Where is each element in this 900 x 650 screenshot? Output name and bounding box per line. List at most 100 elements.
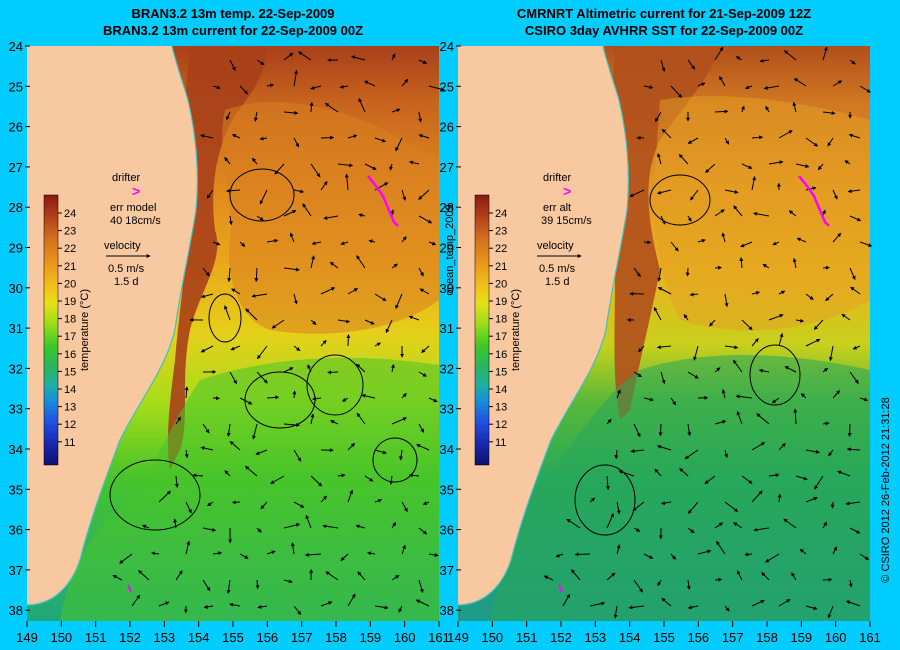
right-lon-tick-label: 157 (722, 630, 744, 645)
right-lat-tick-label: 35 (440, 482, 454, 497)
left-lat-tick-label: 36 (9, 523, 23, 538)
right-velocity-arrow-mark (784, 366, 797, 373)
right-lat-tick-label: 36 (440, 523, 454, 538)
left-velocity-arrow-mark (239, 397, 253, 405)
left-velocity-arrow-mark (347, 593, 356, 607)
right-velocity-arrow-mark (670, 241, 679, 252)
right-velocity-arrow-mark (822, 577, 833, 582)
left-velocity-arrow-mark (418, 133, 430, 139)
left-velocity-arrow-mark (389, 163, 394, 171)
right-velocity-arrow-mark (768, 314, 784, 321)
left-velocity-arrow-mark (200, 293, 214, 299)
left-velocity-arrow-mark (239, 241, 246, 247)
right-velocity-arrow-mark (589, 601, 606, 607)
right-velocity-arrow-mark (832, 232, 842, 243)
right-land (458, 46, 629, 605)
left-velocity-arrow-mark (256, 527, 262, 533)
left-drifter-label: drifter (112, 172, 140, 184)
left-velocity-arrow-mark (260, 501, 268, 510)
left-velocity-arrow-mark (428, 397, 438, 403)
right-velocity-arrow-mark (633, 371, 642, 378)
left-velocity-arrow-mark (175, 570, 183, 581)
left-velocity-arrow-mark (283, 367, 294, 373)
left-velocity-arrow-mark (347, 489, 354, 503)
right-colorbar-tick-label: 13 (495, 402, 507, 414)
left-lon-tick-label: 149 (16, 630, 38, 645)
right-lon-tick-label: 150 (481, 630, 503, 645)
right-velocity-arrow-mark (763, 85, 780, 90)
right-velocity-arrow-mark (566, 518, 581, 529)
right-velocity-arrow-mark (832, 546, 838, 555)
right-velocity-arrow-mark (805, 293, 814, 300)
right-velocity-arrow-mark (724, 605, 730, 612)
left-lon-tick-label: 158 (325, 630, 347, 645)
left-velocity-arrow-mark (320, 180, 328, 191)
left-velocity-arrow-mark (339, 84, 349, 89)
right-velocity-arrow-mark (643, 240, 652, 245)
right-velocity-arrow-mark (543, 575, 554, 581)
right-lat-tick-label: 38 (440, 603, 454, 618)
right-velocity-arrow-mark (793, 78, 807, 87)
left-velocity-arrow-mark (293, 69, 299, 87)
right-velocity-arrow-mark (638, 345, 645, 353)
left-colorbar-title: temperature (°C) (79, 289, 91, 371)
right-velocity-value: 0.5 m/s (539, 263, 576, 275)
right-velocity-arrow-mark (661, 128, 672, 139)
right-velocity-arrow-mark (684, 449, 699, 460)
left-lat-tick-label: 35 (9, 482, 23, 497)
left-lat-tick-label: 32 (9, 361, 23, 376)
right-lon-tick-label: 153 (584, 630, 606, 645)
right-velocity-arrow-mark (751, 442, 766, 451)
left-legend: drifter > err model 40 18cm/s velocity 0… (43, 172, 161, 466)
right-colorbar-tick-label: 14 (495, 384, 507, 396)
left-title-line2: BRAN3.2 13m current for 22-Sep-2009 00Z (103, 23, 363, 38)
left-velocity-arrow-mark (374, 605, 389, 610)
right-velocity-arrow-mark (805, 449, 820, 454)
left-velocity-arrow-mark (305, 514, 312, 529)
right-velocity-arrow-mark (714, 46, 724, 61)
right-velocity-arrow-mark (571, 569, 581, 581)
right-velocity-arrow-mark (616, 501, 621, 515)
left-colorbar-tick-label: 18 (64, 314, 76, 326)
right-coastline (457, 45, 630, 606)
left-velocity-arrow-mark (344, 173, 349, 191)
right-velocity-arrow-mark (614, 449, 619, 460)
left-velocity-arrow-mark (293, 189, 305, 194)
left-lat-tick-label: 38 (9, 603, 23, 618)
left-velocity-arrow-mark (112, 574, 123, 581)
right-velocity-arrow-mark (751, 176, 756, 191)
left-velocity-arrow-mark (227, 267, 232, 283)
left-velocity-arrow-mark (418, 527, 428, 535)
right-velocity-arrow-mark (687, 605, 699, 610)
right-velocity-arrow-mark (830, 501, 835, 509)
left-lon-tick-label: 150 (50, 630, 72, 645)
left-velocity-arrow-mark (266, 550, 276, 555)
right-lon-tick-label: 159 (790, 630, 812, 645)
left-velocity-arrow-mark (367, 551, 376, 556)
right-drifter-track (798, 175, 830, 227)
right-lon-tick-label: 151 (516, 630, 538, 645)
right-velocity-arrow-mark (714, 522, 724, 529)
left-velocity-arrow-mark (200, 133, 214, 139)
left-velocity-arrow-mark (418, 111, 423, 123)
right-velocity-arrow-mark (643, 85, 654, 90)
left-lat-tick-label: 31 (9, 321, 23, 336)
right-velocity-arrow-mark (756, 413, 770, 425)
left-velocity-arrow-mark (256, 371, 268, 384)
left-velocity-arrow-mark (175, 416, 182, 425)
right-velocity-arrow-mark (721, 232, 726, 243)
right-velocity-arrow-mark (685, 267, 690, 277)
right-velocity-arrow-mark (732, 359, 743, 373)
right-velocity-arrow-mark (660, 371, 666, 385)
right-lat-tick-label: 28 (440, 200, 454, 215)
right-velocity-arrow-mark (632, 501, 645, 512)
right-velocity-arrow-mark (832, 80, 843, 87)
right-velocity-arrow-mark (714, 577, 723, 582)
left-velocity-arrow-mark (304, 552, 322, 557)
left-velocity-arrow-mark (289, 232, 295, 243)
right-velocity-arrow-mark (654, 468, 662, 477)
left-velocity-arrow-mark (330, 420, 339, 425)
left-velocity-arrow-mark (309, 101, 314, 113)
right-velocity-arrow-mark (721, 389, 726, 399)
left-velocity-arrow-mark (212, 241, 221, 246)
